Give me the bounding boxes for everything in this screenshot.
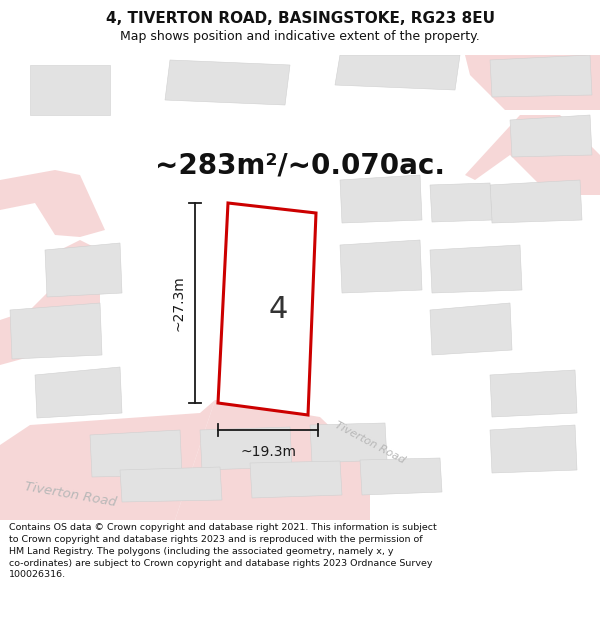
Polygon shape (465, 115, 600, 195)
Polygon shape (90, 430, 182, 477)
Polygon shape (510, 115, 592, 157)
Polygon shape (35, 367, 122, 418)
Polygon shape (0, 400, 215, 520)
Text: Contains OS data © Crown copyright and database right 2021. This information is : Contains OS data © Crown copyright and d… (9, 523, 437, 579)
Text: ~27.3m: ~27.3m (171, 275, 185, 331)
Polygon shape (30, 65, 110, 115)
Polygon shape (490, 55, 592, 97)
Polygon shape (430, 245, 522, 293)
Polygon shape (360, 458, 442, 495)
Polygon shape (430, 303, 512, 355)
Polygon shape (0, 240, 100, 365)
Text: Tiverton Road: Tiverton Road (333, 420, 407, 466)
Polygon shape (175, 400, 370, 520)
Text: Map shows position and indicative extent of the property.: Map shows position and indicative extent… (120, 30, 480, 43)
Polygon shape (165, 60, 290, 105)
Polygon shape (310, 423, 387, 463)
Polygon shape (10, 303, 102, 359)
Polygon shape (250, 461, 342, 498)
Polygon shape (200, 427, 292, 470)
Polygon shape (465, 55, 600, 110)
Polygon shape (45, 243, 122, 297)
Polygon shape (340, 175, 422, 223)
Polygon shape (0, 170, 105, 237)
Polygon shape (218, 203, 316, 415)
Text: 4, TIVERTON ROAD, BASINGSTOKE, RG23 8EU: 4, TIVERTON ROAD, BASINGSTOKE, RG23 8EU (106, 11, 494, 26)
Text: ~19.3m: ~19.3m (240, 445, 296, 459)
Polygon shape (335, 55, 460, 90)
Text: 4: 4 (268, 296, 287, 324)
Polygon shape (490, 180, 582, 223)
Polygon shape (490, 425, 577, 473)
Polygon shape (490, 370, 577, 417)
Text: ~283m²/~0.070ac.: ~283m²/~0.070ac. (155, 151, 445, 179)
Polygon shape (120, 467, 222, 502)
Polygon shape (340, 240, 422, 293)
Polygon shape (430, 183, 492, 222)
Text: Tiverton Road: Tiverton Road (23, 481, 117, 509)
